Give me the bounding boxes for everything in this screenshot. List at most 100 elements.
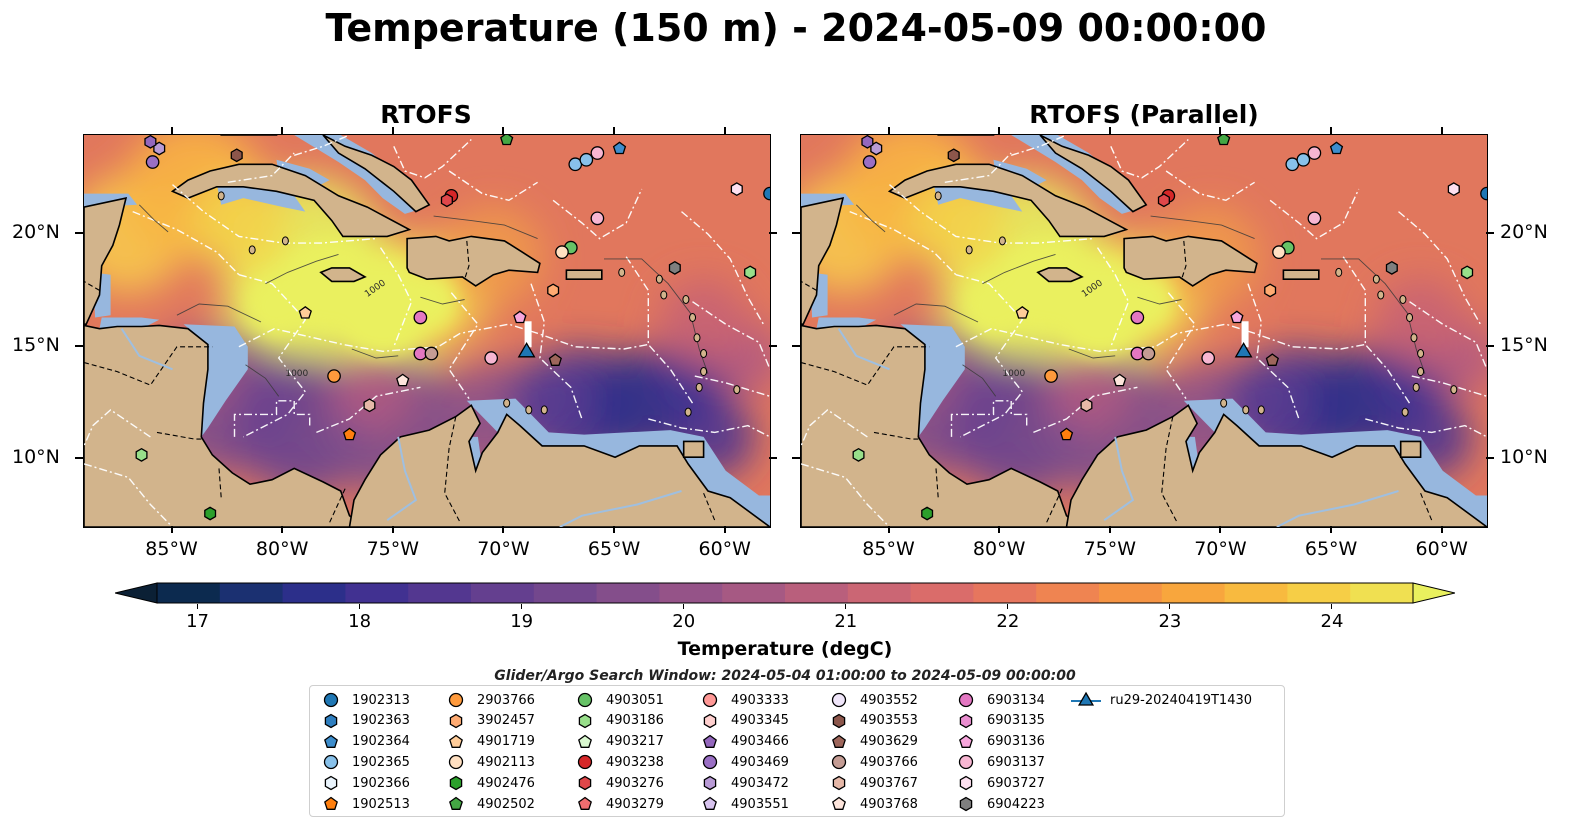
- legend-item: 4902476: [443, 773, 535, 793]
- warm-core: [963, 238, 1174, 357]
- eez-line: [801, 463, 890, 527]
- legend-marker-icon: [578, 713, 592, 729]
- legend-label: 4903552: [860, 692, 918, 708]
- legend-shape: [578, 796, 592, 810]
- legend-shape: [324, 775, 338, 791]
- float-6903727-marker: [1447, 182, 1460, 197]
- colorbar-segment: [847, 583, 912, 603]
- island: [689, 312, 697, 322]
- float-6903137-marker: [590, 211, 605, 226]
- bathymetry-line: [265, 253, 339, 285]
- legend-label: 4903469: [731, 754, 789, 770]
- glider-track: [524, 321, 532, 348]
- eez-line: [84, 463, 173, 527]
- border: [1046, 488, 1063, 523]
- bathymetry-line: [176, 303, 262, 323]
- float-1902363-marker: [145, 155, 160, 169]
- colorbar-tick-label: 22: [996, 611, 1020, 632]
- eez-box: [233, 400, 311, 437]
- legend-item: 3902457: [443, 711, 535, 731]
- lon-tick-label: 65°W: [1304, 538, 1358, 560]
- land-jamaica: [1036, 267, 1084, 283]
- legend-marker-icon: [959, 734, 973, 748]
- eez-line: [1269, 188, 1360, 240]
- island: [525, 405, 533, 415]
- eez-line: [448, 170, 538, 202]
- legend-label: 4903629: [860, 734, 918, 750]
- search-window-text: Glider/Argo Search Window: 2024-05-04 01…: [494, 668, 1076, 684]
- legend-shape: [324, 734, 338, 748]
- island: [693, 333, 701, 343]
- float-4902113-marker: [1272, 245, 1286, 259]
- float-4903766-marker: [1141, 346, 1156, 361]
- float-1902313-marker: [1480, 186, 1487, 201]
- legend-item: 1902363: [318, 711, 410, 731]
- legend-label: 4903466: [731, 734, 789, 750]
- island: [618, 267, 626, 277]
- island: [1399, 294, 1407, 304]
- legend-label: 1902365: [352, 754, 410, 770]
- island: [700, 349, 708, 359]
- island: [540, 405, 548, 415]
- legend-shape: [959, 775, 973, 791]
- legend-label: 4903276: [606, 775, 664, 791]
- bathymetry-line: [433, 215, 538, 240]
- legend-marker-icon: [702, 755, 718, 770]
- island: [1450, 385, 1458, 395]
- legend-label: 4902476: [477, 775, 535, 791]
- legend-item: 1902513: [318, 794, 410, 814]
- lon-tick-mark: [613, 127, 616, 134]
- float-1902513-marker: [1059, 427, 1074, 441]
- island: [733, 385, 741, 395]
- legend-marker-icon: [324, 713, 338, 729]
- legend-shape: [959, 796, 973, 812]
- warm-core-blob: [1114, 271, 1174, 332]
- shelf-cubaS: [933, 180, 1023, 212]
- lat-tick-mark: [1486, 344, 1494, 347]
- colorbar-tick-mark: [1168, 604, 1171, 609]
- legend-item: 6903134: [953, 690, 1045, 710]
- legend-shape: [577, 755, 593, 770]
- legend-item: 4903238: [572, 752, 664, 772]
- legend-label: 4903553: [860, 713, 918, 729]
- river: [837, 328, 890, 371]
- eez-box: [950, 400, 1028, 437]
- float-6903137-marker: [1307, 211, 1322, 226]
- bathymetry-line: [893, 303, 979, 323]
- panel-title-rtofs-parallel: RTOFS (Parallel): [1029, 100, 1259, 129]
- lat-tick-mark: [1486, 457, 1494, 460]
- island: [684, 407, 692, 417]
- legend-shape: [578, 734, 592, 748]
- legend-item: 6903137: [953, 752, 1045, 772]
- colorbar-tick-mark: [358, 604, 361, 609]
- colorbar-frame: [156, 582, 1414, 604]
- float-4903186-marker: [852, 447, 865, 462]
- lat-tick-mark: [75, 232, 83, 235]
- island: [998, 236, 1006, 246]
- lon-tick-mark: [723, 127, 726, 134]
- legend-label: 4903768: [860, 796, 918, 812]
- lon-tick-mark: [1219, 127, 1222, 134]
- float-1902365-marker: [579, 152, 594, 167]
- shelf-nicShelf: [900, 324, 965, 437]
- legend-shape: [702, 692, 718, 708]
- lat-tick-mark: [792, 457, 800, 460]
- legend-shape: [832, 775, 846, 791]
- lon-tick-mark: [1108, 127, 1111, 134]
- float-1902363-marker: [862, 155, 877, 169]
- lon-tick-label: 85°W: [145, 538, 198, 560]
- legend-item: 1902364: [318, 732, 410, 752]
- legend-marker-icon: [324, 796, 338, 810]
- legend-label: 4903051: [606, 692, 664, 708]
- eez-line: [692, 301, 770, 370]
- land-hispaniola: [1123, 235, 1258, 287]
- lon-tick-label: 80°W: [255, 538, 309, 560]
- legend-shape: [832, 713, 846, 729]
- float-4902502-marker: [1217, 135, 1231, 146]
- legend-marker-icon: [448, 755, 464, 770]
- float-2903766-marker: [1044, 369, 1058, 383]
- legend-marker-icon: [578, 775, 592, 791]
- temperature-blob: [1048, 351, 1129, 432]
- legend-marker-icon: [1071, 691, 1101, 706]
